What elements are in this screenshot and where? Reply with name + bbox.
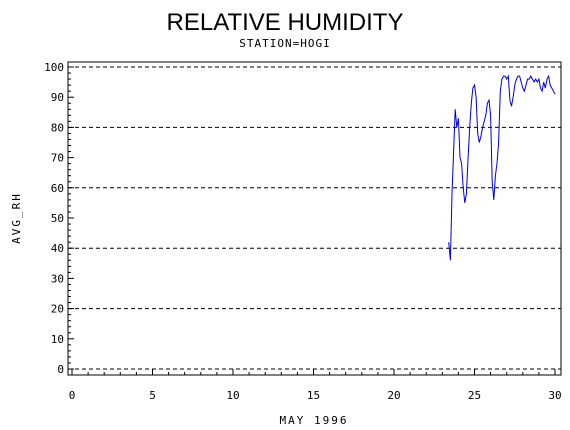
chart-title: RELATIVE HUMIDITY — [167, 9, 404, 36]
y-tick-label: 30 — [51, 272, 64, 285]
y-tick-label: 50 — [51, 212, 64, 225]
y-tick-label: 80 — [51, 121, 64, 134]
y-tick-label: 40 — [51, 242, 64, 255]
x-tick-label: 10 — [226, 389, 239, 402]
x-axis-label: MAY 1996 — [280, 414, 349, 427]
y-axis-label: AVG_RH — [10, 192, 23, 244]
x-tick-label: 20 — [387, 389, 400, 402]
y-tick-label: 90 — [51, 91, 64, 104]
x-tick-label: 15 — [307, 389, 320, 402]
chart-subtitle: STATION=HOGI — [239, 37, 330, 50]
x-tick-label: 30 — [548, 389, 561, 402]
x-tick-label: 25 — [468, 389, 481, 402]
y-tick-label: 100 — [44, 61, 64, 74]
y-tick-label: 10 — [51, 333, 64, 346]
x-tick-label: 5 — [149, 389, 156, 402]
y-tick-label: 70 — [51, 152, 64, 165]
y-tick-label: 20 — [51, 303, 64, 316]
y-tick-label: 60 — [51, 182, 64, 195]
series-line-0 — [448, 74, 556, 261]
y-tick-label: 0 — [57, 363, 64, 376]
x-tick-label: 0 — [69, 389, 76, 402]
